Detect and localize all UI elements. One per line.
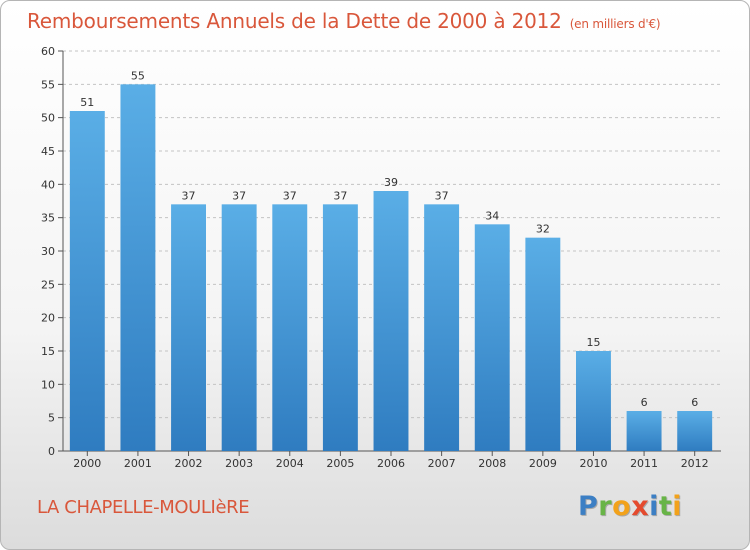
chart-unit: (en milliers d'€) (569, 17, 661, 31)
data-label: 37 (232, 189, 246, 202)
y-tick-label: 35 (41, 212, 55, 225)
y-tick-label: 60 (41, 45, 55, 58)
y-tick-label: 25 (41, 278, 55, 291)
x-tick-label: 2005 (326, 457, 354, 470)
data-label: 32 (536, 223, 550, 236)
data-label: 15 (586, 336, 600, 349)
x-tick-label: 2003 (225, 457, 253, 470)
data-label: 37 (435, 189, 449, 202)
logo-letter: P (578, 491, 599, 522)
data-label: 37 (283, 189, 297, 202)
bar (69, 111, 105, 451)
logo-letter: x (631, 491, 650, 522)
x-tick-label: 2006 (377, 457, 405, 470)
bar (677, 411, 713, 451)
bar (171, 204, 207, 451)
bar (272, 204, 308, 451)
labels: 0 5 10 15 20 25 30 35 40 45 50 55 60 51 2000 55 2001 37 20… (41, 45, 709, 470)
bar (373, 191, 409, 451)
y-tick-label: 50 (41, 112, 55, 125)
chart-title: Remboursements Annuels de la Dette de 20… (27, 9, 661, 33)
chart-title-text: Remboursements Annuels de la Dette de 20… (27, 9, 562, 33)
bar (626, 411, 662, 451)
x-tick-label: 2011 (630, 457, 658, 470)
commune-name: LA CHAPELLE-MOULIèRE (37, 497, 250, 518)
x-tick-label: 2010 (579, 457, 607, 470)
x-tick-label: 2009 (529, 457, 557, 470)
y-tick-label: 0 (48, 445, 55, 458)
logo-letter: i (672, 491, 683, 522)
bar (575, 351, 611, 451)
data-label: 37 (333, 189, 347, 202)
data-label: 6 (641, 396, 648, 409)
y-tick-label: 40 (41, 178, 55, 191)
x-tick-label: 2004 (276, 457, 304, 470)
data-label: 51 (80, 96, 94, 109)
logo-letter: o (612, 491, 632, 522)
bar (424, 204, 460, 451)
data-label: 39 (384, 176, 398, 189)
bar (221, 204, 257, 451)
bar (474, 224, 510, 451)
x-tick-label: 2002 (175, 457, 203, 470)
y-tick-label: 55 (41, 78, 55, 91)
data-label: 55 (131, 69, 145, 82)
y-tick-label: 45 (41, 145, 55, 158)
x-tick-label: 2012 (681, 457, 709, 470)
bar (322, 204, 358, 451)
x-tick-label: 2007 (428, 457, 456, 470)
y-tick-label: 30 (41, 245, 55, 258)
bar (120, 84, 156, 451)
x-tick-label: 2001 (124, 457, 152, 470)
data-label: 34 (485, 209, 499, 222)
proxiti-logo[interactable]: Proxiti (578, 491, 682, 522)
x-tick-label: 2008 (478, 457, 506, 470)
logo-letter: i (649, 491, 659, 522)
x-tick-label: 2000 (73, 457, 101, 470)
y-tick-label: 10 (41, 378, 55, 391)
data-label: 37 (182, 189, 196, 202)
logo-letter: t (658, 491, 673, 522)
y-tick-label: 20 (41, 312, 55, 325)
data-label: 6 (691, 396, 698, 409)
bar (525, 237, 561, 451)
logo-letter: r (598, 491, 613, 522)
y-tick-label: 5 (48, 412, 55, 425)
y-tick-label: 15 (41, 345, 55, 358)
bars (69, 84, 713, 451)
